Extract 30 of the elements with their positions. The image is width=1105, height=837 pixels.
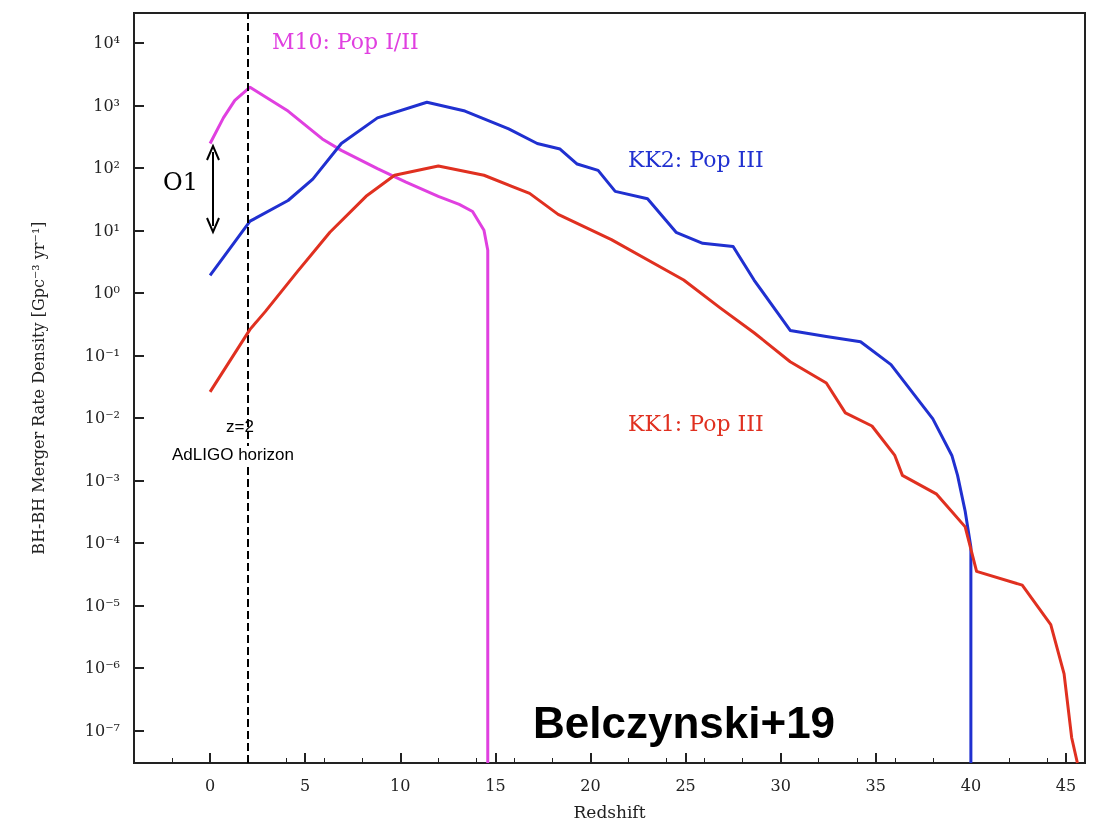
y-tick-label: 10⁰ [93,283,120,303]
x-tick-label: 10 [390,775,411,795]
y-tick-label: 10⁻⁴ [84,533,120,553]
x-tick-label: 30 [770,775,791,795]
x-tick-label: 35 [865,775,886,795]
x-tick-label: 25 [675,775,696,795]
x-axis-title: Redshift [573,801,646,822]
annotation: Belczynski+19 [533,697,836,747]
y-tick-label: 10⁻⁶ [84,658,120,678]
y-tick-label: 10³ [93,95,120,115]
y-tick-label: 10⁻⁷ [84,720,120,740]
text: KK1: Pop III [628,410,764,436]
annotation: O1 [163,168,198,196]
x-tick-label: 20 [580,775,601,795]
series-label: KK2: Pop III [628,146,764,172]
annotation: AdLIGO horizon [172,445,294,464]
y-tick-label: 10⁻³ [84,470,120,490]
y-tick-label: 10² [93,158,120,178]
x-tick-label: 40 [960,775,982,795]
x-tick-label: 5 [300,775,311,795]
y-tick-label: 10⁻² [84,408,120,428]
x-tick-label: 15 [485,775,506,795]
y-tick-label: 10⁻⁵ [84,595,120,615]
y-tick-label: 10⁻¹ [84,345,120,365]
series-label: M10: Pop I/II [272,28,419,54]
y-axis-title: BH-BH Merger Rate Density [Gpc⁻³ yr⁻¹] [28,221,48,555]
y-tick-label: 10⁴ [93,33,120,53]
x-tick-label: 45 [1055,775,1077,795]
y-tick-label: 10¹ [93,220,120,240]
x-tick-label: 0 [204,775,216,795]
